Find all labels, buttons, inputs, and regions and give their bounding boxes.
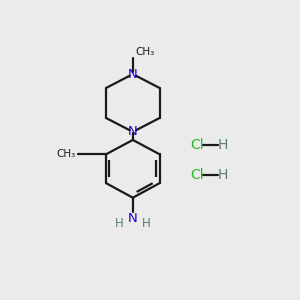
Text: Cl: Cl <box>190 138 204 152</box>
Text: CH₃: CH₃ <box>57 149 76 159</box>
Text: H: H <box>115 217 124 230</box>
Text: N: N <box>128 68 138 81</box>
Text: N: N <box>128 125 138 138</box>
Text: CH₃: CH₃ <box>135 47 154 57</box>
Text: H: H <box>142 217 151 230</box>
Text: H: H <box>217 138 227 152</box>
Text: N: N <box>128 212 138 225</box>
Text: Cl: Cl <box>190 168 204 182</box>
Text: H: H <box>217 168 227 182</box>
